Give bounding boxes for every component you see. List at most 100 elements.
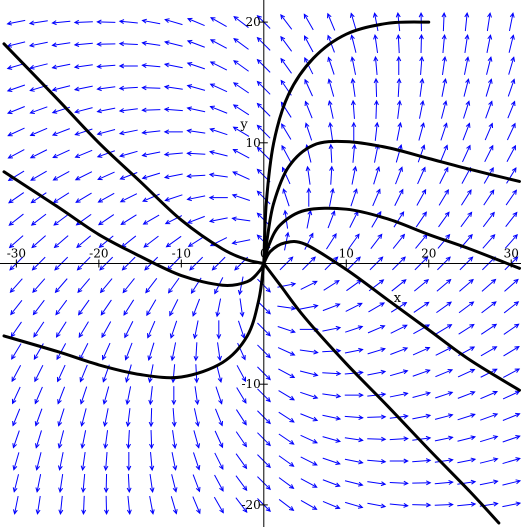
field-arrow (373, 77, 379, 97)
field-arrow (9, 278, 23, 294)
field-arrow (77, 299, 90, 316)
field-arrow (31, 235, 46, 249)
field-arrow (102, 386, 110, 405)
field-arrow (280, 35, 293, 52)
field-arrow (215, 298, 222, 318)
field-arrow (32, 278, 46, 294)
field-arrow (142, 214, 160, 225)
field-arrow (169, 299, 179, 317)
field-arrow (231, 193, 251, 201)
field-arrow (186, 195, 206, 202)
field-arrow (232, 104, 250, 116)
field-arrow (485, 78, 493, 97)
field-arrow (78, 321, 89, 339)
field-arrow (389, 391, 409, 398)
field-arrow (235, 431, 248, 448)
field-arrow (412, 369, 431, 377)
field-arrow (97, 171, 115, 181)
field-arrow (507, 78, 516, 97)
field-arrow (35, 474, 42, 493)
field-arrow (172, 430, 177, 450)
field-arrow (80, 452, 86, 472)
field-arrow (8, 213, 24, 226)
field-arrow (209, 39, 227, 49)
field-arrow (96, 86, 116, 92)
field-arrow (103, 473, 109, 494)
field-arrow (373, 34, 379, 54)
field-arrow (149, 451, 155, 472)
field-arrow (505, 211, 518, 228)
field-arrow (12, 452, 20, 471)
field-arrow (208, 195, 228, 201)
field-arrow (186, 106, 206, 113)
field-arrow (77, 278, 91, 294)
field-arrow (34, 386, 43, 405)
field-arrow (278, 433, 295, 445)
tick-labels: -30 -20 -10 0 10 20 30 20 10 -10 -20 (7, 15, 519, 512)
field-arrow (118, 108, 138, 113)
field-arrow (141, 129, 161, 135)
field-arrow (390, 347, 409, 355)
field-arrow (81, 495, 87, 516)
field-arrow (439, 166, 449, 184)
field-arrow (235, 475, 248, 492)
field-arrow (119, 172, 138, 180)
field-arrow (216, 364, 223, 384)
field-arrow (481, 301, 497, 314)
field-arrow (436, 278, 452, 292)
field-arrow (147, 320, 156, 339)
field-arrow (96, 128, 116, 136)
field-arrow (231, 239, 251, 245)
field-arrow (305, 165, 311, 185)
field-arrow (434, 435, 454, 442)
field-arrow (193, 408, 200, 428)
field-arrow (209, 83, 228, 93)
field-arrow (169, 320, 178, 339)
field-arrow (6, 84, 26, 92)
field-arrow (351, 121, 357, 141)
field-arrow (57, 408, 65, 427)
field-arrow (193, 342, 199, 362)
field-arrow (367, 414, 387, 420)
field-arrow (277, 305, 297, 311)
field-arrow (186, 151, 206, 156)
field-arrow (192, 474, 201, 493)
field-arrow (74, 128, 93, 136)
field-arrow (57, 386, 66, 405)
field-arrow (303, 13, 314, 31)
field-arrow (278, 368, 296, 379)
field-arrow (208, 150, 228, 157)
field-arrow (74, 149, 93, 159)
field-arrow (504, 278, 519, 292)
field-arrow (237, 276, 244, 296)
y-tick-label: 10 (246, 136, 261, 150)
field-arrow (233, 60, 249, 72)
field-arrow (486, 56, 493, 75)
field-arrow (149, 430, 154, 450)
field-arrow (55, 321, 67, 338)
vector-field-arrows (6, 11, 521, 516)
field-arrow (412, 413, 432, 420)
field-arrow (75, 192, 92, 203)
field-arrow (300, 499, 318, 510)
field-arrow (11, 365, 22, 383)
field-arrow (118, 129, 138, 136)
field-arrow (35, 430, 42, 449)
field-arrow (164, 18, 183, 26)
field-arrow (215, 386, 223, 405)
field-arrow (350, 77, 356, 97)
field-arrow (327, 12, 336, 31)
field-arrow (418, 33, 424, 54)
field-arrow (367, 436, 387, 442)
field-arrow (503, 323, 520, 335)
solution-curve-1 (262, 20, 431, 265)
field-arrow (439, 144, 448, 163)
field-arrow (458, 323, 475, 335)
field-arrow (165, 235, 182, 248)
field-arrow (300, 434, 318, 444)
field-arrow (396, 99, 402, 119)
field-arrow (171, 452, 178, 471)
field-arrow (281, 166, 291, 185)
field-arrow (412, 458, 432, 464)
field-arrow (104, 495, 109, 516)
